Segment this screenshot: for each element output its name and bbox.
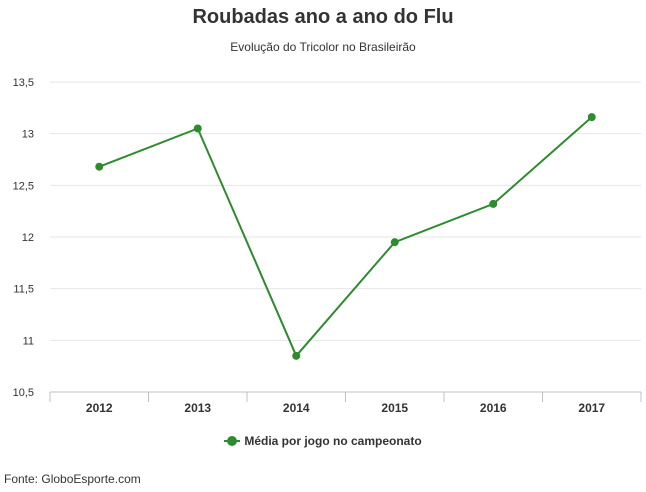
source-credit: Fonte: GloboEsporte.com xyxy=(4,472,141,486)
data-point[interactable] xyxy=(390,238,399,247)
y-tick-label: 11,5 xyxy=(13,284,34,296)
y-tick-label: 12 xyxy=(22,232,34,244)
y-tick-label: 13 xyxy=(22,129,34,141)
legend-label: Média por jogo no campeonato xyxy=(244,434,422,448)
data-point[interactable] xyxy=(587,113,596,122)
x-axis: 2012 2013 2014 2015 2016 2017 xyxy=(49,391,642,415)
y-tick-label: 13,5 xyxy=(13,77,34,89)
series-line-path xyxy=(98,116,593,358)
y-tick-label: 10,5 xyxy=(13,387,34,399)
series-line xyxy=(95,113,596,360)
x-tick-label: 2016 xyxy=(480,401,507,415)
y-tick-label: 11 xyxy=(23,335,34,347)
x-tick-label: 2014 xyxy=(283,401,310,415)
legend-marker-icon xyxy=(224,435,241,447)
chart-title: Roubadas ano a ano do Flu xyxy=(192,6,454,28)
x-tick-label: 2015 xyxy=(381,401,408,415)
x-tick-label: 2013 xyxy=(184,401,211,415)
x-tick-label: 2012 xyxy=(86,401,113,415)
data-point[interactable] xyxy=(292,351,301,360)
gridlines xyxy=(50,81,641,341)
data-point[interactable] xyxy=(193,124,202,133)
legend[interactable]: Média por jogo no campeonato xyxy=(0,434,646,448)
data-point[interactable] xyxy=(489,199,498,208)
y-axis-ticks: 10,5 11 11,5 12 12,5 13 13,5 xyxy=(13,77,34,399)
data-point[interactable] xyxy=(95,162,104,171)
y-tick-label: 12,5 xyxy=(13,180,34,192)
chart-subtitle: Evolução do Tricolor no Brasileirão xyxy=(230,40,416,54)
x-tick-label: 2017 xyxy=(578,401,605,415)
